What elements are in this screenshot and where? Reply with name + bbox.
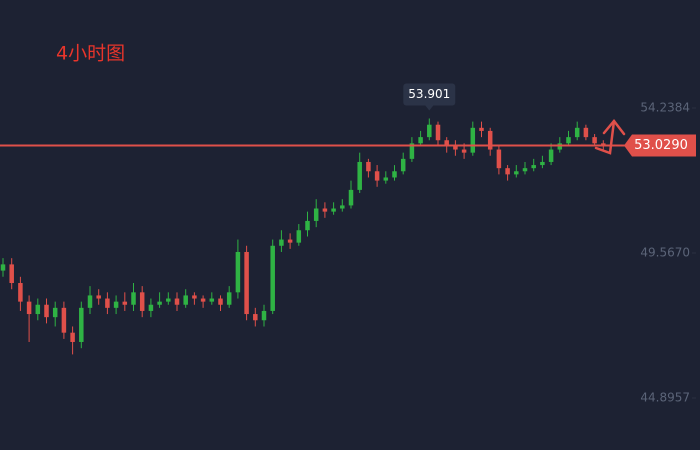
- candle-body: [244, 251, 249, 315]
- candle-body: [209, 298, 215, 302]
- candle-body: [139, 292, 145, 311]
- candle-body: [192, 295, 197, 299]
- candle-body: [453, 146, 458, 150]
- candle-body: [96, 295, 101, 299]
- candle-body: [592, 137, 597, 144]
- candle-body: [35, 304, 41, 315]
- candle-body: [522, 168, 528, 172]
- candle-body: [444, 140, 449, 147]
- candle-body: [496, 149, 502, 169]
- last-price-label: 53.0290: [634, 138, 688, 153]
- candle-body: [374, 171, 380, 181]
- candle-body: [322, 208, 328, 212]
- candle-body: [574, 127, 580, 138]
- candle-body: [427, 124, 432, 138]
- candle-body: [348, 189, 354, 206]
- candle-body: [218, 298, 223, 305]
- candle-body: [531, 165, 536, 169]
- candle-body: [540, 161, 545, 166]
- candle-body: [435, 124, 441, 141]
- high-label-pointer: [425, 105, 434, 111]
- candle-body: [279, 239, 284, 246]
- high-label-box: [403, 83, 456, 106]
- candle-body: [174, 298, 180, 305]
- candle-body: [287, 239, 293, 243]
- candle-body: [479, 127, 484, 131]
- candle-body: [148, 304, 154, 311]
- candle-body: [26, 301, 32, 315]
- candle-body: [0, 264, 6, 271]
- candle-body: [183, 295, 188, 305]
- candle-body: [270, 245, 275, 311]
- chart-title: 4小时图: [56, 43, 125, 65]
- candle-body: [409, 143, 415, 159]
- candle-body: [392, 171, 397, 178]
- candle-body: [61, 307, 67, 333]
- candle-body: [87, 295, 93, 308]
- candle-body: [200, 298, 206, 302]
- candle-body: [601, 143, 606, 146]
- candle-body: [514, 171, 519, 175]
- candle-body: [253, 314, 258, 321]
- candle-body: [105, 298, 110, 308]
- candle-body: [357, 161, 362, 190]
- plot-area: 54.2384 49.5670 44.8957 53.901 53.0290: [0, 83, 696, 404]
- high-label: 53.901: [408, 87, 450, 101]
- candle-body: [383, 177, 389, 181]
- candle-body: [461, 149, 467, 153]
- candle-body: [305, 220, 310, 231]
- candle-body: [226, 292, 232, 305]
- candle-body: [235, 251, 241, 293]
- candle-body: [113, 301, 119, 308]
- y-tick-label: 49.5670: [640, 245, 690, 259]
- candle-body: [331, 208, 336, 212]
- candle-body: [122, 301, 128, 305]
- candle-body: [505, 168, 510, 175]
- candle-body: [418, 137, 423, 144]
- candle-body: [166, 298, 171, 302]
- candle-body: [366, 161, 371, 172]
- candle-body: [340, 205, 345, 209]
- y-tick-label: 54.2384: [640, 101, 690, 115]
- candle-body: [52, 307, 58, 318]
- candle-body: [44, 304, 49, 318]
- candle-body: [131, 292, 136, 305]
- candle-body: [157, 301, 162, 305]
- candle-body: [79, 307, 84, 342]
- last-price-box: [624, 134, 696, 157]
- arrow-head: [602, 119, 626, 136]
- candle-body: [487, 130, 493, 150]
- candle-body: [313, 208, 319, 221]
- arrow-annotation: [594, 119, 626, 155]
- candle-body: [400, 158, 406, 172]
- candle-body: [296, 230, 302, 243]
- arrow-line: [594, 119, 616, 155]
- candle-body: [261, 310, 267, 321]
- candle-body: [566, 137, 571, 144]
- candle-body: [470, 127, 476, 153]
- y-tick-label: 44.8957: [640, 390, 690, 404]
- candle-body: [548, 149, 554, 162]
- candle-body: [9, 264, 14, 284]
- candle-body: [70, 332, 75, 342]
- candle-body: [18, 283, 23, 302]
- candle-body: [583, 127, 589, 138]
